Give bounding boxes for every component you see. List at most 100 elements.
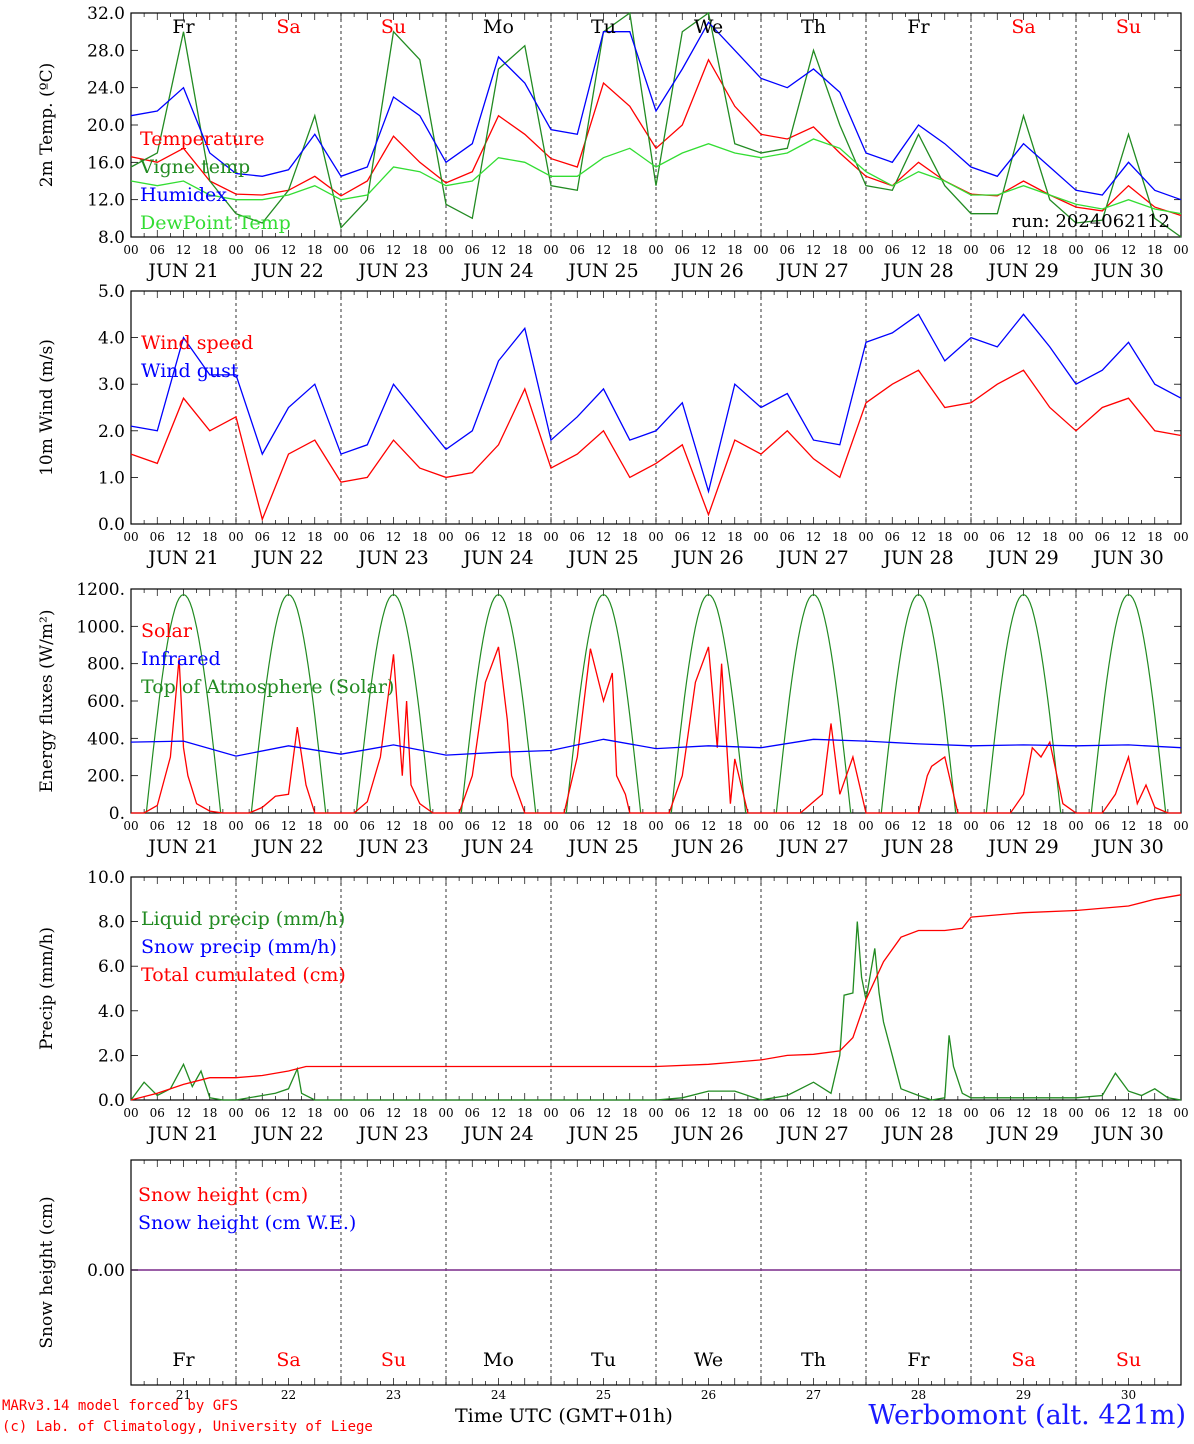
energy-hour-label: 18	[202, 819, 217, 833]
wind-hour-label: 00	[648, 530, 663, 544]
energy-hour-label: 00	[858, 819, 873, 833]
snow-day-number: 28	[911, 1388, 926, 1402]
precip-y-tick-label: 8.0	[98, 913, 125, 933]
wind-hour-label: 06	[360, 530, 375, 544]
precip-hour-label: 12	[386, 1106, 401, 1120]
precip-date-label: JUN 24	[461, 1123, 533, 1145]
energy-date-label: JUN 24	[461, 836, 533, 858]
energy-hour-label: 12	[386, 819, 401, 833]
temp-hour-label: 06	[255, 243, 270, 257]
energy-hour-label: 00	[648, 819, 663, 833]
energy-date-label: JUN 29	[986, 836, 1058, 858]
temp-y-tick-label: 16.0	[87, 153, 125, 173]
energy-toa-curve	[985, 593, 1062, 814]
precip-date-label: JUN 28	[881, 1123, 953, 1145]
temp-hour-label: 18	[1042, 243, 1057, 257]
precip-hour-label: 00	[123, 1106, 138, 1120]
weekday-label: We	[694, 16, 723, 38]
precip-date-label: JUN 27	[776, 1123, 848, 1145]
wind-hour-label: 00	[543, 530, 558, 544]
snow-weekday-label: Sa	[1011, 1349, 1035, 1371]
temp-hour-label: 12	[1121, 243, 1136, 257]
temp-date-label: JUN 25	[566, 260, 638, 282]
snow-weekday-label: We	[694, 1349, 723, 1371]
precip-hour-label: 06	[150, 1106, 165, 1120]
energy-hour-label: 12	[491, 819, 506, 833]
temp-hour-label: 12	[386, 243, 401, 257]
energy-hour-label: 18	[517, 819, 532, 833]
wind-hour-label: 00	[858, 530, 873, 544]
precip-hour-label: 12	[911, 1106, 926, 1120]
wind-hour-label: 12	[491, 530, 506, 544]
temp-hour-label: 06	[360, 243, 375, 257]
temp-legend-entry: DewPoint Temp	[140, 212, 291, 234]
energy-legend-entry: Top of Atmosphere (Solar)	[141, 676, 394, 698]
wind-date-label: JUN 22	[251, 547, 323, 569]
snow-weekday-label: Fr	[172, 1349, 195, 1371]
precip-date-label: JUN 23	[356, 1123, 428, 1145]
temp-hour-label: 06	[990, 243, 1005, 257]
wind-hour-label: 12	[806, 530, 821, 544]
temp-hour-label: 06	[885, 243, 900, 257]
wind-hour-label: 00	[123, 530, 138, 544]
energy-series-line	[130, 738, 1182, 757]
snow-day-number: 29	[1016, 1388, 1031, 1402]
energy-hour-label: 12	[1121, 819, 1136, 833]
snow-day-number: 24	[491, 1388, 507, 1402]
energy-hour-label: 18	[412, 819, 427, 833]
station-name: Werbomont (alt. 421m)	[868, 1400, 1186, 1431]
energy-date-label: JUN 30	[1091, 836, 1163, 858]
precip-hour-label: 06	[675, 1106, 690, 1120]
snow-day-number: 23	[386, 1388, 401, 1402]
wind-hour-label: 00	[1068, 530, 1083, 544]
precip-hour-label: 06	[360, 1106, 375, 1120]
wind-date-label: JUN 24	[461, 547, 533, 569]
wind-hour-label: 18	[832, 530, 847, 544]
wind-hour-label: 06	[465, 530, 480, 544]
weekday-label: Su	[1116, 16, 1141, 38]
precip-hour-label: 12	[1016, 1106, 1031, 1120]
temp-hour-label: 00	[123, 243, 138, 257]
snow-day-number: 25	[596, 1388, 611, 1402]
wind-hour-label: 18	[937, 530, 952, 544]
precip-hour-label: 00	[753, 1106, 768, 1120]
precip-hour-label: 06	[885, 1106, 900, 1120]
energy-toa-curve	[460, 593, 537, 814]
precip-y-tick-label: 2.0	[98, 1046, 125, 1066]
energy-y-tick-label: 200.	[87, 767, 125, 787]
temp-series-line	[130, 11, 1182, 238]
temp-hour-label: 18	[412, 243, 427, 257]
temp-frame	[130, 12, 1182, 238]
wind-hour-label: 18	[412, 530, 427, 544]
wind-hour-label: 00	[963, 530, 978, 544]
temp-hour-label: 00	[753, 243, 768, 257]
precip-y-tick-label: 0.0	[98, 1091, 125, 1111]
wind-series-line	[130, 369, 1182, 522]
energy-y-tick-label: 1200.	[76, 580, 125, 600]
energy-hour-label: 12	[176, 819, 191, 833]
energy-y-tick-label: 600.	[87, 692, 125, 712]
precip-hour-label: 18	[832, 1106, 847, 1120]
precip-hour-label: 06	[990, 1106, 1005, 1120]
energy-toa-curve	[145, 593, 222, 814]
temp-hour-label: 12	[806, 243, 821, 257]
wind-hour-label: 00	[1173, 530, 1188, 544]
wind-hour-label: 18	[727, 530, 742, 544]
wind-y-tick-label: 0.0	[98, 515, 125, 535]
energy-hour-label: 18	[622, 819, 637, 833]
energy-hour-label: 06	[990, 819, 1005, 833]
snow-legend-entry: Snow height (cm)	[138, 1184, 308, 1206]
temp-hour-label: 06	[465, 243, 480, 257]
energy-hour-label: 00	[963, 819, 978, 833]
wind-y-tick-label: 4.0	[98, 329, 125, 349]
precip-hour-label: 06	[465, 1106, 480, 1120]
wind-date-label: JUN 30	[1091, 547, 1163, 569]
weekday-label: Mo	[483, 16, 514, 38]
precip-hour-label: 18	[937, 1106, 952, 1120]
energy-hour-label: 12	[596, 819, 611, 833]
temp-hour-label: 00	[543, 243, 558, 257]
precip-y-axis-title: Precip (mm/h)	[37, 927, 57, 1050]
precip-hour-label: 12	[491, 1106, 506, 1120]
precip-hour-label: 12	[1121, 1106, 1136, 1120]
